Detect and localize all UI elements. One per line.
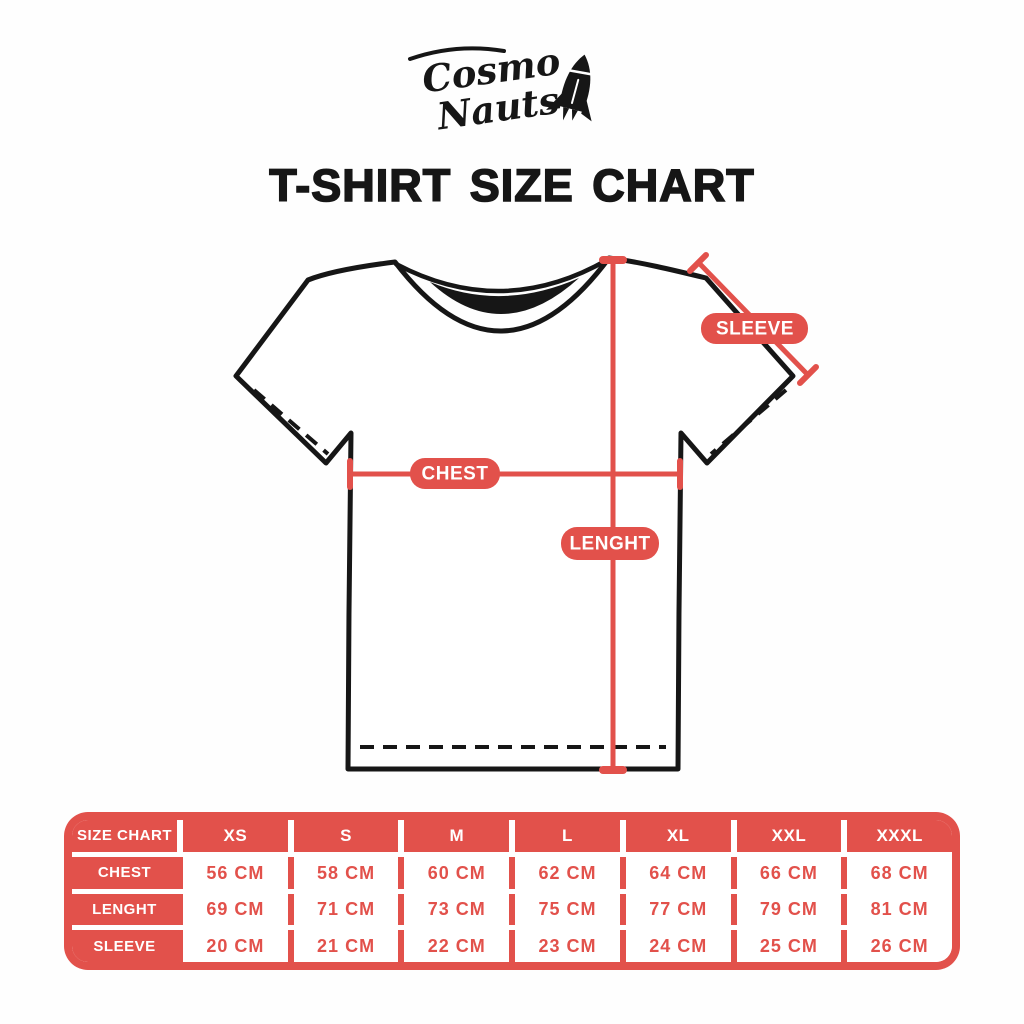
size-value-cell: 56 CM (177, 856, 288, 889)
size-value-cell: 66 CM (730, 856, 842, 889)
table-row-length: LENGHT 69 CM 71 CM 73 CM 75 CM 77 CM 79 … (72, 893, 952, 926)
sleeve-badge (701, 313, 808, 344)
size-col-header: SIZE CHART (72, 820, 177, 852)
size-col-header: M (398, 820, 510, 852)
chest-badge (410, 458, 500, 489)
size-value-cell: 21 CM (287, 930, 399, 962)
size-col-header: S (287, 820, 399, 852)
logo-flourish (408, 46, 506, 61)
sleeve-bottom-cap (797, 364, 819, 386)
size-value-cell: 25 CM (730, 930, 842, 962)
row-label: SLEEVE (72, 930, 177, 962)
size-value-cell: 75 CM (509, 893, 620, 926)
row-label: LENGHT (72, 893, 177, 926)
size-col-header: XL (619, 820, 731, 852)
right-cuff-stitch (709, 388, 788, 456)
table-header-row: SIZE CHART XS S M L XL XXL XXXL (72, 820, 952, 852)
size-col-header: XXL (730, 820, 842, 852)
table-row-chest: CHEST 56 CM 58 CM 60 CM 62 CM 64 CM 66 C… (72, 856, 952, 889)
size-value-cell: 26 CM (841, 930, 952, 962)
sleeve-badge-label: SLEEVE (716, 319, 794, 340)
size-value-cell: 23 CM (509, 930, 620, 962)
size-value-cell: 73 CM (398, 893, 510, 926)
collar-top-edge (393, 257, 610, 294)
size-value-cell: 69 CM (177, 893, 288, 926)
size-table-inner: SIZE CHART XS S M L XL XXL XXXL CHEST 56… (72, 820, 952, 962)
size-value-cell: 24 CM (619, 930, 731, 962)
chest-badge-label: CHEST (422, 464, 489, 485)
size-value-cell: 60 CM (398, 856, 510, 889)
size-col-header: XS (177, 820, 288, 852)
size-value-cell: 20 CM (177, 930, 288, 962)
size-col-header: XXXL (841, 820, 952, 852)
page-title: T-SHIRT SIZE CHART (268, 159, 755, 212)
size-value-cell: 71 CM (287, 893, 399, 926)
row-label: CHEST (72, 856, 177, 889)
size-table: SIZE CHART XS S M L XL XXL XXXL CHEST 56… (64, 812, 960, 970)
size-value-cell: 77 CM (619, 893, 731, 926)
size-value-cell: 81 CM (841, 893, 952, 926)
size-value-cell: 68 CM (841, 856, 952, 889)
size-col-header: L (509, 820, 620, 852)
size-value-cell: 79 CM (730, 893, 842, 926)
size-value-cell: 62 CM (509, 856, 620, 889)
length-badge (561, 527, 659, 560)
brand-logo: Cosmo Nauts (408, 39, 593, 139)
sleeve-top-cap (687, 252, 709, 274)
table-row-sleeve: SLEEVE 20 CM 21 CM 22 CM 23 CM 24 CM 25 … (72, 930, 952, 962)
tshirt-outline (233, 255, 796, 772)
size-value-cell: 64 CM (619, 856, 731, 889)
left-cuff-stitch (252, 388, 330, 456)
size-value-cell: 58 CM (287, 856, 399, 889)
length-badge-label: LENGHT (569, 534, 650, 555)
collar-shadow (430, 278, 579, 315)
size-value-cell: 22 CM (398, 930, 510, 962)
tshirt-diagram: CHEST LENGHT SLEEVE (233, 252, 819, 774)
